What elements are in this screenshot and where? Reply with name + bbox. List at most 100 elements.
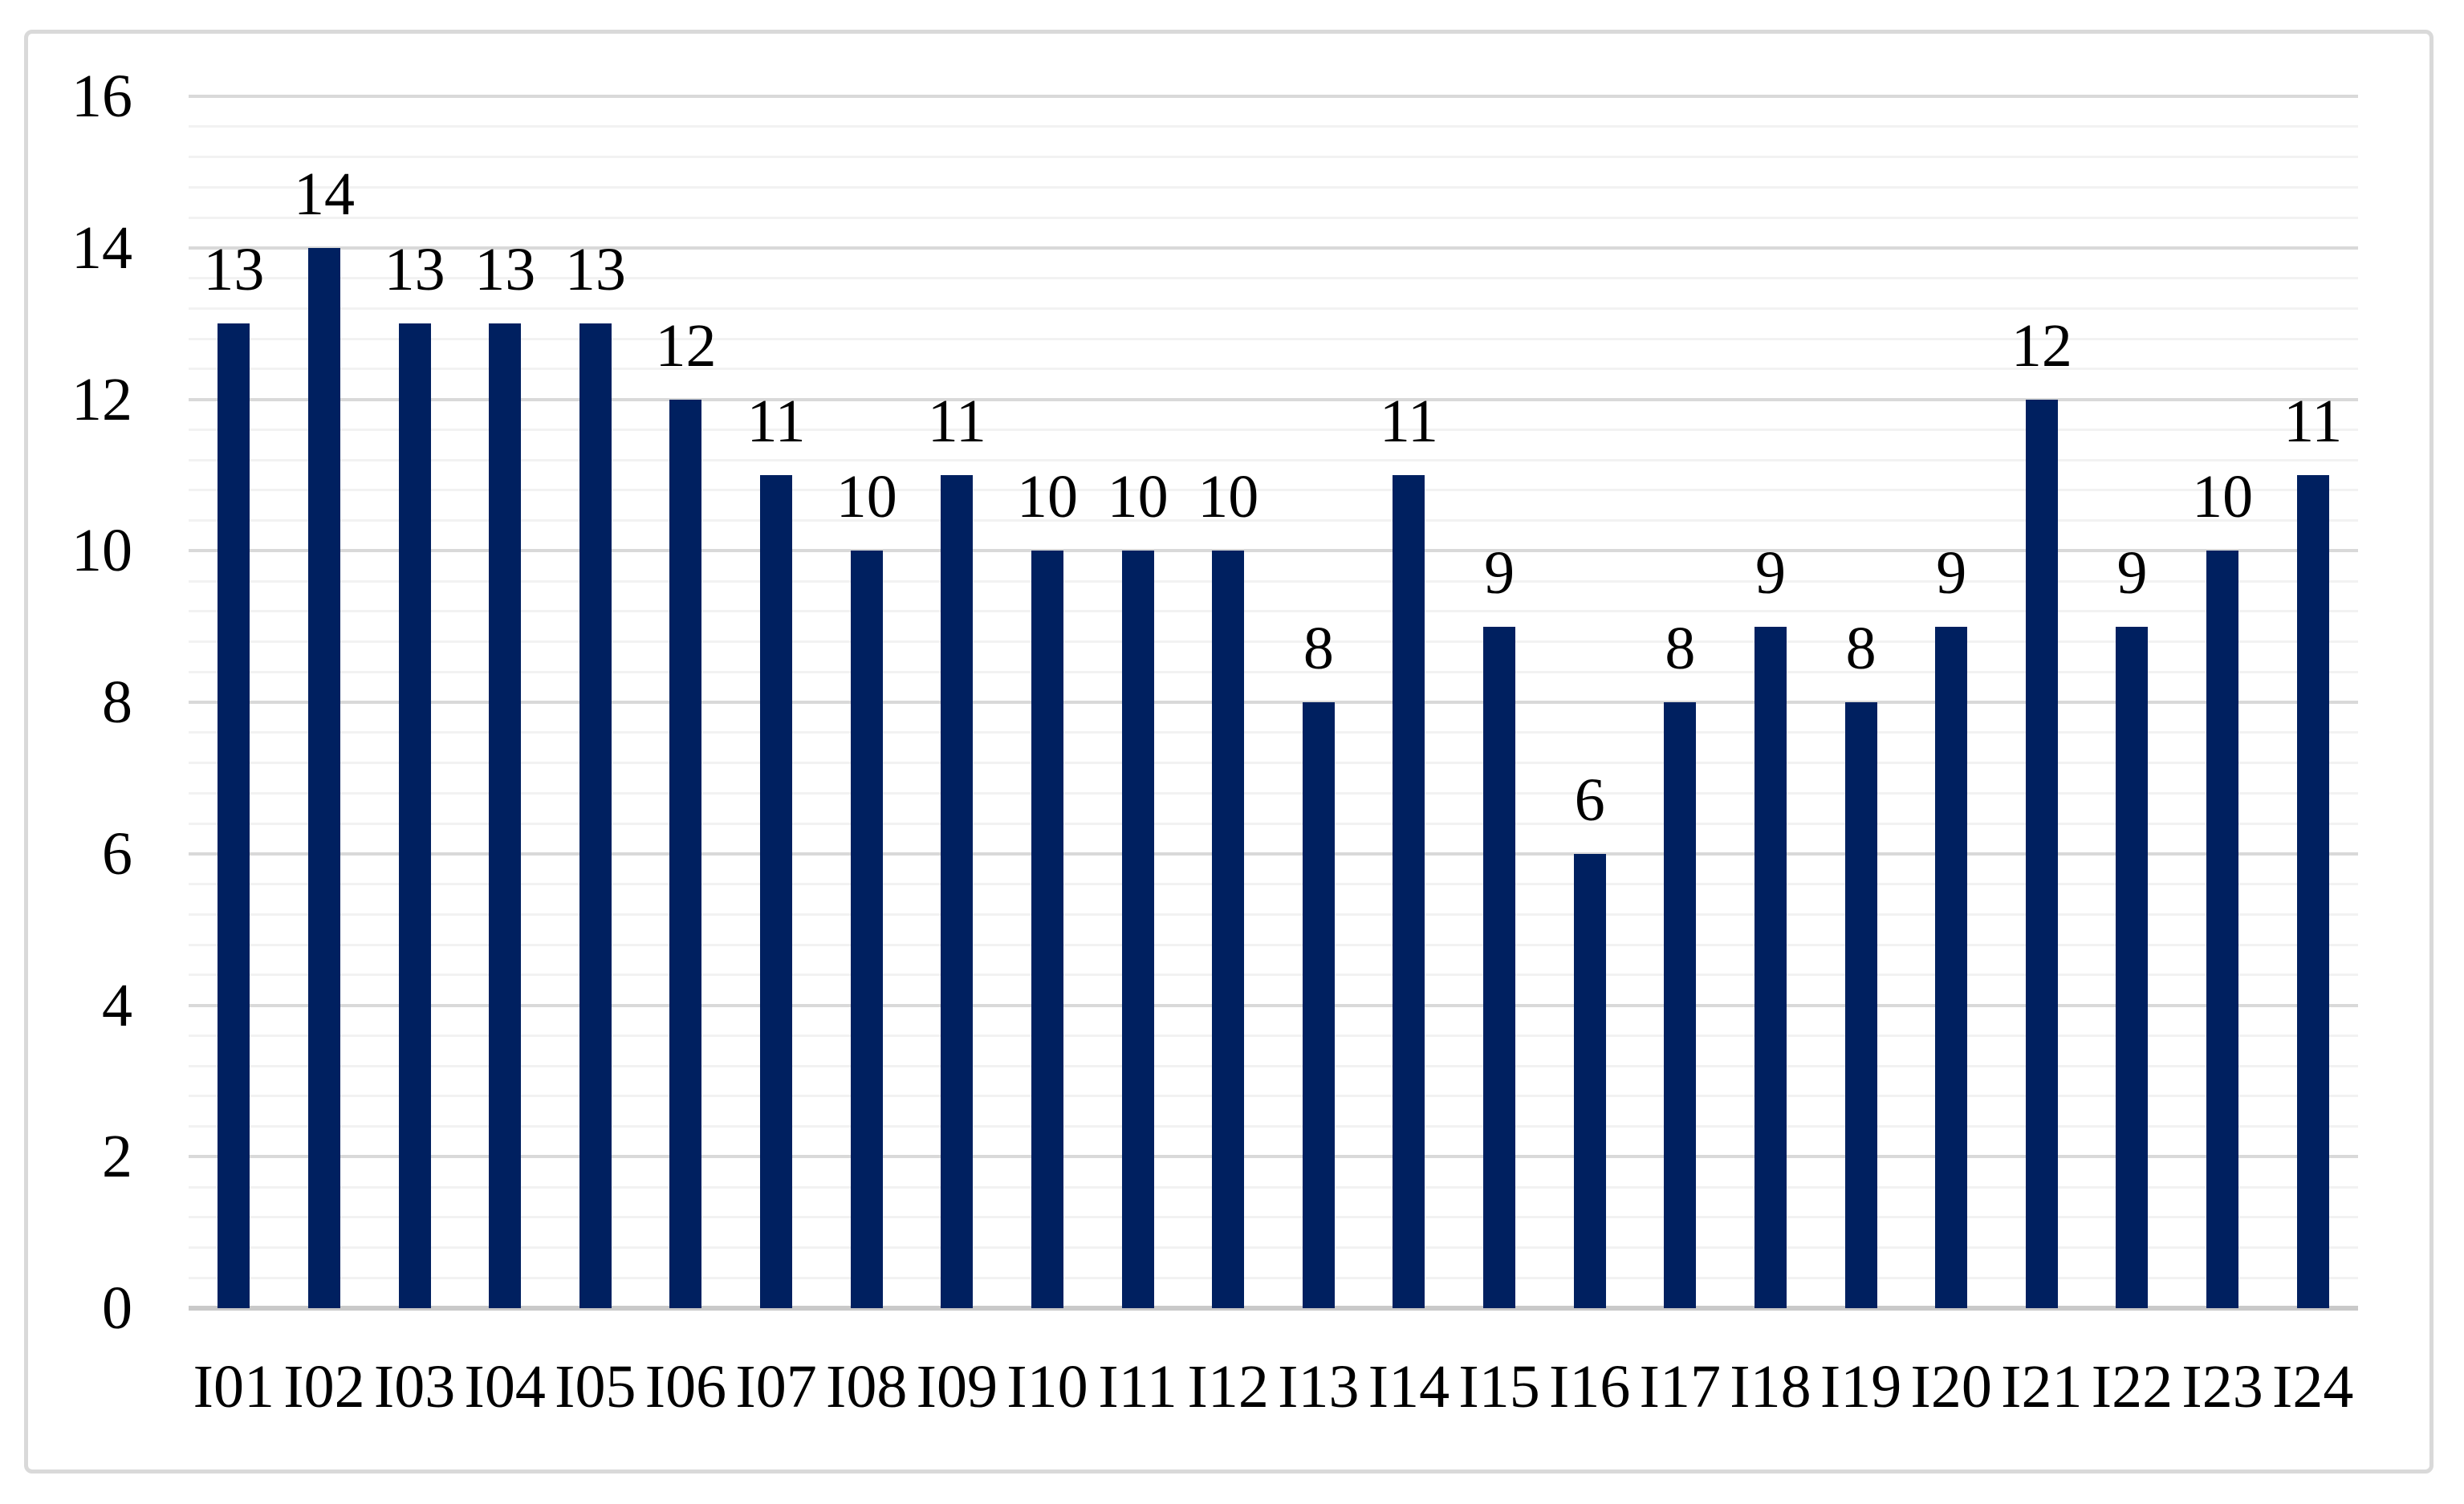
minor-gridline [189, 913, 2358, 916]
minor-gridline [189, 277, 2358, 279]
minor-gridline [189, 216, 2358, 219]
minor-gridline [189, 640, 2358, 643]
bar-I06[interactable] [669, 399, 702, 1308]
bar-I04[interactable] [489, 323, 522, 1308]
minor-gridline [189, 1216, 2358, 1219]
data-label-I05: 13 [564, 236, 626, 304]
bar-I13[interactable] [1302, 702, 1335, 1308]
bar-I11[interactable] [1121, 551, 1154, 1308]
data-label-I20: 9 [1936, 539, 1967, 607]
bar-I17[interactable] [1664, 702, 1697, 1308]
y-tick-label-4: 4 [102, 971, 132, 1039]
minor-gridline [189, 579, 2358, 583]
x-tick-label-I08: I08 [826, 1353, 908, 1421]
bar-I18[interactable] [1754, 626, 1787, 1308]
x-tick-label-I10: I10 [1006, 1353, 1088, 1421]
bar-I09[interactable] [941, 474, 974, 1308]
minor-gridline [189, 610, 2358, 613]
minor-gridline [189, 1034, 2358, 1037]
x-tick-label-I09: I09 [916, 1353, 998, 1421]
minor-gridline [189, 943, 2358, 946]
y-tick-label-16: 16 [71, 63, 132, 130]
x-tick-label-I07: I07 [735, 1353, 817, 1421]
y-tick-label-2: 2 [102, 1123, 132, 1191]
minor-gridline [189, 1064, 2358, 1067]
minor-gridline [189, 125, 2358, 128]
plot-area[interactable]: 13 14 13 13 13 12 11 10 11 10 10 10 8 11 9 6 8 9 8 9 12 9 10 11 [189, 95, 2358, 1311]
minor-gridline [189, 428, 2358, 431]
y-tick-label-12: 12 [71, 365, 132, 433]
y-tick-label-6: 6 [102, 819, 132, 888]
x-tick-label-I15: I15 [1458, 1353, 1540, 1421]
minor-gridline [189, 1185, 2358, 1189]
bar-I23[interactable] [2206, 551, 2239, 1308]
x-tick-label-I14: I14 [1368, 1353, 1450, 1421]
data-label-I17: 8 [1665, 615, 1696, 682]
y-tick-label-0: 0 [102, 1274, 132, 1342]
major-gridline [189, 1003, 2358, 1007]
data-label-I19: 8 [1845, 615, 1876, 682]
bar-I02[interactable] [307, 247, 340, 1308]
data-label-I04: 13 [474, 236, 536, 304]
data-label-I21: 12 [2011, 311, 2072, 380]
bar-I20[interactable] [1935, 626, 1968, 1308]
data-label-I12: 10 [1197, 463, 1259, 531]
bar-I05[interactable] [579, 323, 612, 1308]
x-tick-label-I16: I16 [1549, 1353, 1631, 1421]
x-tick-label-I02: I02 [283, 1353, 365, 1421]
y-tick-label-10: 10 [71, 517, 132, 585]
minor-gridline [189, 791, 2358, 795]
minor-gridline [189, 489, 2358, 492]
bar-I10[interactable] [1031, 551, 1063, 1308]
y-tick-label-14: 14 [71, 213, 132, 282]
minor-gridline [189, 307, 2358, 310]
minor-gridline [189, 1095, 2358, 1098]
minor-gridline [189, 670, 2358, 673]
bar-I15[interactable] [1483, 626, 1516, 1308]
x-tick-label-I18: I18 [1730, 1353, 1811, 1421]
data-label-I01: 13 [203, 236, 265, 304]
x-tick-label-I04: I04 [464, 1353, 546, 1421]
bar-I22[interactable] [2116, 626, 2149, 1308]
x-tick-label-I06: I06 [644, 1353, 727, 1421]
minor-gridline [189, 1246, 2358, 1249]
major-gridline [189, 95, 2358, 98]
x-axis-line [189, 1306, 2358, 1311]
x-tick-label-I03: I03 [373, 1353, 456, 1421]
data-label-I18: 9 [1754, 539, 1786, 607]
major-gridline [189, 701, 2358, 704]
data-label-I03: 13 [384, 236, 445, 304]
data-label-I13: 8 [1303, 615, 1334, 682]
bar-I21[interactable] [2025, 399, 2058, 1308]
bar-I07[interactable] [760, 474, 793, 1308]
minor-gridline [189, 1125, 2358, 1128]
major-gridline [189, 1155, 2358, 1159]
bar-I08[interactable] [850, 551, 883, 1308]
minor-gridline [189, 1276, 2358, 1279]
data-label-I02: 14 [293, 160, 355, 228]
x-tick-label-I12: I12 [1187, 1353, 1269, 1421]
bar-I19[interactable] [1844, 702, 1877, 1308]
data-label-I11: 10 [1107, 463, 1169, 531]
data-label-I15: 9 [1484, 539, 1515, 607]
major-gridline [189, 246, 2358, 250]
data-label-I09: 11 [927, 387, 986, 455]
data-label-I14: 11 [1379, 387, 1439, 455]
bar-I12[interactable] [1212, 551, 1245, 1308]
data-label-I08: 10 [836, 463, 897, 531]
minor-gridline [189, 822, 2358, 825]
data-label-I07: 11 [746, 387, 806, 455]
x-tick-label-I13: I13 [1278, 1353, 1360, 1421]
minor-gridline [189, 519, 2358, 522]
major-gridline [189, 852, 2358, 856]
minor-gridline [189, 156, 2358, 158]
bar-I16[interactable] [1573, 853, 1606, 1308]
bar-I24[interactable] [2296, 474, 2329, 1308]
bar-I01[interactable] [218, 323, 250, 1308]
bar-I14[interactable] [1393, 474, 1425, 1308]
x-tick-label-I11: I11 [1098, 1353, 1177, 1421]
minor-gridline [189, 337, 2358, 340]
minor-gridline [189, 185, 2358, 189]
x-tick-label-I23: I23 [2181, 1353, 2263, 1421]
bar-I03[interactable] [398, 323, 431, 1308]
